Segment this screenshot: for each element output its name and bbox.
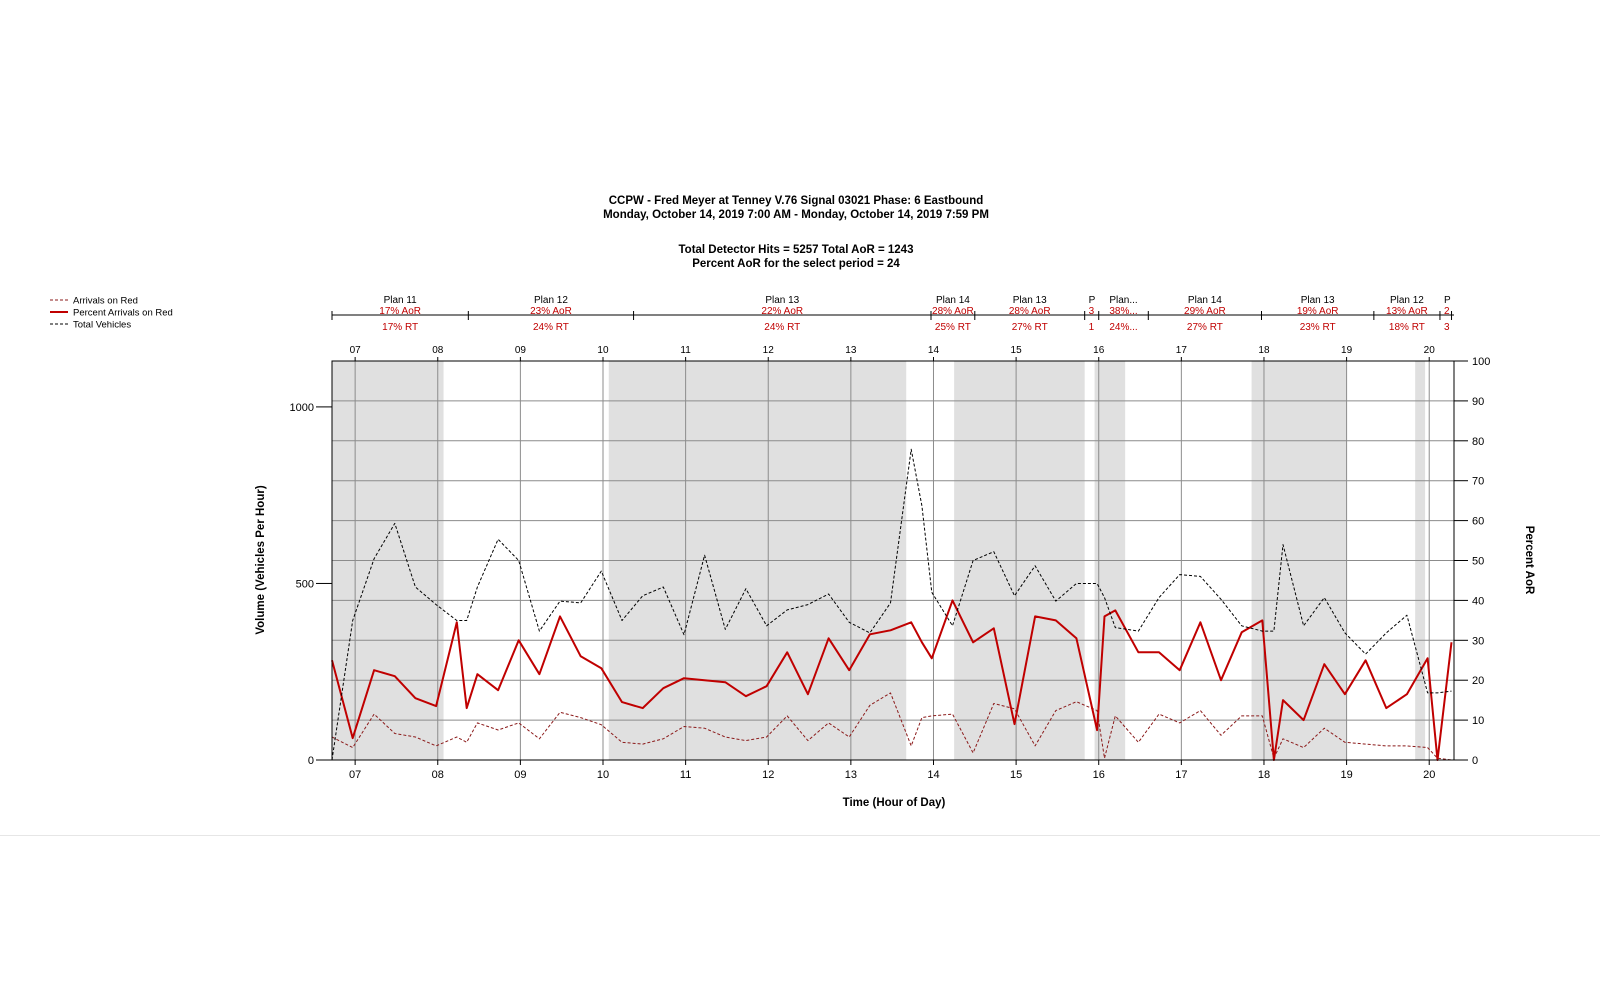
plan-rt: 24% RT xyxy=(764,322,800,333)
x-top-tick-label: 14 xyxy=(928,345,940,356)
grid-lines xyxy=(332,361,1454,760)
legend-label: Total Vehicles xyxy=(73,320,131,331)
plan-aor: 29% AoR xyxy=(1184,306,1226,317)
x-top-tick-label: 20 xyxy=(1424,345,1436,356)
plan-name: Plan 13 xyxy=(765,295,799,306)
x-top-tick-label: 18 xyxy=(1258,345,1270,356)
plan-rt: 23% RT xyxy=(1300,322,1336,333)
plan-rt: 25% RT xyxy=(935,322,971,333)
plan-aor: 13% AoR xyxy=(1386,306,1428,317)
plan-name: Plan 14 xyxy=(1188,295,1222,306)
plan-name: P xyxy=(1089,295,1096,306)
plan-rt: 1 xyxy=(1089,322,1095,333)
summary-line-1: Total Detector Hits = 5257 Total AoR = 1… xyxy=(679,244,914,256)
plan-name: Plan... xyxy=(1109,295,1137,306)
plan-name: Plan 13 xyxy=(1013,295,1047,306)
plan-aor: 22% AoR xyxy=(761,306,803,317)
y2-tick-label: 100 xyxy=(1472,356,1490,368)
y-tick-label: 0 xyxy=(308,755,314,767)
plan-name: Plan 12 xyxy=(534,295,568,306)
y2-tick-label: 60 xyxy=(1472,516,1484,528)
plan-aor: 3 xyxy=(1089,306,1095,317)
y2-axis-label: Percent AoR xyxy=(1523,526,1535,595)
y2-tick-label: 80 xyxy=(1472,436,1484,448)
x-top-tick-label: 08 xyxy=(432,345,444,356)
chart-title: CCPW - Fred Meyer at Tenney V.76 Signal … xyxy=(609,195,984,207)
y-axis-label: Volume (Vehicles Per Hour) xyxy=(255,485,267,635)
y2-tick-label: 30 xyxy=(1472,635,1484,647)
y2-tick-label: 10 xyxy=(1472,715,1484,727)
x-top-tick-label: 17 xyxy=(1176,345,1188,356)
plan-rt: 27% RT xyxy=(1187,322,1223,333)
plan-rt: 18% RT xyxy=(1389,322,1425,333)
x-top-tick-label: 15 xyxy=(1011,345,1023,356)
x-tick-label: 16 xyxy=(1093,769,1105,781)
plan-rt: 24% RT xyxy=(533,322,569,333)
y-tick-label: 1000 xyxy=(290,402,314,414)
x-top-tick-label: 16 xyxy=(1093,345,1105,356)
series-line xyxy=(331,692,1452,761)
plan-name: Plan 14 xyxy=(936,295,970,306)
plan-name: Plan 12 xyxy=(1390,295,1424,306)
x-tick-label: 12 xyxy=(762,769,774,781)
plan-aor: 19% AoR xyxy=(1297,306,1339,317)
plan-aor: 2 xyxy=(1444,306,1450,317)
axes: 07 07 08 08 09 09 10 10 11 11 12 12 13 13 14 14 15 15 16 16… xyxy=(290,345,1491,781)
x-tick-label: 14 xyxy=(927,769,939,781)
x-tick-label: 11 xyxy=(680,769,691,781)
plan-name: P xyxy=(1444,295,1451,306)
chart-subtitle: Monday, October 14, 2019 7:00 AM - Monda… xyxy=(603,209,989,221)
x-tick-label: 17 xyxy=(1175,769,1187,781)
x-axis-label: Time (Hour of Day) xyxy=(843,797,946,809)
x-tick-label: 08 xyxy=(432,769,444,781)
legend-label: Percent Arrivals on Red xyxy=(73,308,173,319)
x-tick-label: 13 xyxy=(845,769,857,781)
x-top-tick-label: 19 xyxy=(1341,345,1353,356)
x-tick-label: 09 xyxy=(514,769,526,781)
x-top-tick-label: 11 xyxy=(680,345,691,356)
x-tick-label: 15 xyxy=(1010,769,1022,781)
plan-aor: 38%... xyxy=(1109,306,1137,317)
legend-label: Arrivals on Red xyxy=(73,296,138,307)
plan-aor: 28% AoR xyxy=(1009,306,1051,317)
bottom-divider xyxy=(0,835,1600,836)
y2-tick-label: 50 xyxy=(1472,556,1484,568)
plan-aor: 28% AoR xyxy=(932,306,974,317)
x-top-tick-label: 09 xyxy=(515,345,527,356)
y2-tick-label: 90 xyxy=(1472,396,1484,408)
summary-line-2: Percent AoR for the select period = 24 xyxy=(692,258,900,270)
x-top-tick-label: 12 xyxy=(763,345,775,356)
plan-aor: 17% AoR xyxy=(379,306,421,317)
plan-rt: 3 xyxy=(1444,322,1450,333)
x-tick-label: 10 xyxy=(597,769,609,781)
y2-tick-label: 70 xyxy=(1472,476,1484,488)
x-tick-label: 18 xyxy=(1258,769,1270,781)
plan-rt: 17% RT xyxy=(382,322,418,333)
y2-tick-label: 0 xyxy=(1472,755,1478,767)
y2-tick-label: 40 xyxy=(1472,595,1484,607)
plan-rt: 24%... xyxy=(1109,322,1137,333)
x-tick-label: 19 xyxy=(1340,769,1352,781)
data-series xyxy=(331,448,1453,761)
y-tick-label: 500 xyxy=(296,578,314,590)
series-line xyxy=(331,599,1453,761)
plan-rt: 27% RT xyxy=(1012,322,1048,333)
y2-tick-label: 20 xyxy=(1472,675,1484,687)
plan-name: Plan 11 xyxy=(384,295,418,306)
x-tick-label: 20 xyxy=(1423,769,1435,781)
x-top-tick-label: 07 xyxy=(350,345,362,356)
plan-aor: 23% AoR xyxy=(530,306,572,317)
x-top-tick-label: 10 xyxy=(597,345,609,356)
x-tick-label: 07 xyxy=(349,769,361,781)
plan-name: Plan 13 xyxy=(1301,295,1335,306)
x-top-tick-label: 13 xyxy=(845,345,857,356)
